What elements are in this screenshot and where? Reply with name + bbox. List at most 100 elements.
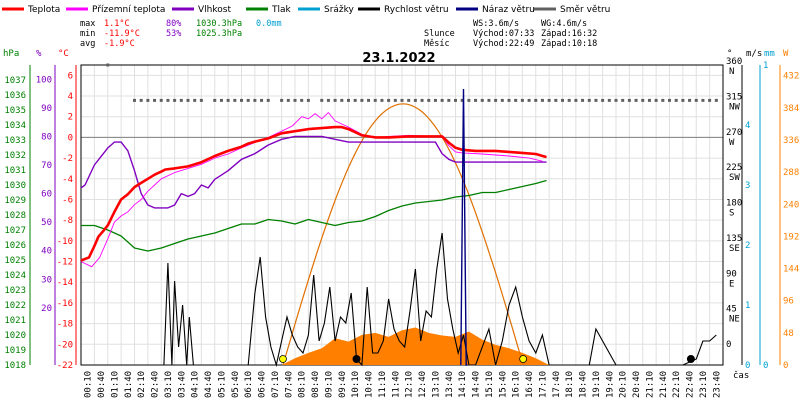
- wind-direction-point: [300, 98, 304, 102]
- series-wind-speed: [81, 232, 717, 368]
- temperature-tick-label: 6: [68, 71, 73, 81]
- x-tick-label: 15:40: [498, 371, 508, 398]
- humidity-tick-label: 30: [41, 275, 52, 285]
- x-tick-label: 14:40: [472, 371, 482, 398]
- stat-sunrise: Východ:07:33: [473, 29, 534, 39]
- unit-ms: m/s: [746, 49, 762, 59]
- solar-tick-label: 336: [783, 136, 799, 146]
- direction-tick-label: 180: [726, 199, 742, 209]
- wind-direction-point: [701, 98, 705, 102]
- wind-direction-point: [433, 98, 437, 102]
- wind-direction-point: [534, 98, 538, 102]
- solar-tick-label: 384: [783, 104, 799, 114]
- wind-direction-point: [447, 98, 451, 102]
- x-tick-label: 01:40: [124, 371, 134, 398]
- series-wind-gust: [460, 88, 468, 366]
- wind-direction-point: [708, 98, 712, 102]
- wind-direction-point: [219, 98, 223, 102]
- unit-time: čas: [733, 370, 749, 381]
- direction-compass-label: W: [729, 138, 735, 148]
- temperature-tick-label: -10: [57, 237, 73, 247]
- x-tick-label: 21:40: [659, 371, 669, 398]
- series-tlak: [81, 179, 547, 252]
- wind-direction-point: [233, 98, 237, 102]
- wind-direction-point: [507, 98, 511, 102]
- unit-w: W: [783, 49, 789, 59]
- x-tick-label: 14:10: [458, 371, 468, 398]
- wind-direction-point: [253, 98, 257, 102]
- x-tick-label: 11:40: [391, 371, 401, 398]
- wind-tick-label: 2: [745, 241, 750, 251]
- x-tick-label: 12:40: [418, 371, 428, 398]
- x-axis: 00:10 00:40 01:10 01:40 02:10 02:40 03:10 03:40…: [84, 371, 723, 398]
- x-tick-label: 13:10: [431, 371, 441, 398]
- wind-direction-point: [581, 98, 585, 102]
- pressure-tick-label: 1034: [4, 121, 26, 131]
- temperature-tick-label: -2: [62, 154, 73, 164]
- x-tick-label: 05:40: [231, 371, 241, 398]
- x-tick-label: 18:40: [579, 371, 589, 398]
- stat-min-hum: 53%: [166, 29, 181, 39]
- wind-direction-point: [246, 98, 250, 102]
- legend-label: Rychlost větru: [384, 5, 449, 15]
- x-tick-label: 13:40: [445, 371, 455, 398]
- stat-moonset: Západ:10:18: [541, 39, 597, 49]
- wind-direction-point: [601, 98, 605, 102]
- humidity-tick-label: 20: [41, 304, 52, 314]
- precip-tick-label: 0: [763, 361, 768, 371]
- wind-direction-point: [139, 98, 143, 102]
- legend-label: Teplota: [27, 5, 60, 15]
- pressure-tick-label: 1037: [4, 76, 26, 86]
- wind-direction-point: [500, 98, 504, 102]
- wind-direction-point: [387, 98, 391, 102]
- solar-tick-label: 48: [783, 329, 794, 339]
- stat-max-hum: 80%: [166, 19, 181, 29]
- direction-compass-label: SW: [729, 173, 740, 183]
- pressure-tick-label: 1024: [4, 271, 26, 281]
- wind-direction-point: [286, 98, 290, 102]
- humidity-tick-label: 70: [41, 161, 52, 171]
- wind-direction-point: [393, 98, 397, 102]
- wind-direction-point: [179, 98, 183, 102]
- stat-sun-label: Slunce: [424, 29, 455, 39]
- direction-compass-label: NE: [729, 315, 740, 325]
- stat-ws: WS:3.6m/s: [473, 19, 519, 29]
- temperature-tick-label: 2: [68, 113, 73, 123]
- wind-direction-point: [360, 98, 364, 102]
- temperature-tick-label: -18: [57, 320, 73, 330]
- solar-tick-label: 192: [783, 232, 799, 242]
- humidity-tick-label: 90: [41, 104, 52, 114]
- legend-label: Tlak: [271, 5, 292, 15]
- wind-direction-point: [326, 98, 330, 102]
- x-tick-label: 22:10: [672, 371, 682, 398]
- stat-max-press: 1030.3hPa: [196, 19, 242, 29]
- x-tick-label: 23:10: [699, 371, 709, 398]
- stat-wg: WG:4.6m/s: [541, 19, 587, 29]
- temperature-tick-label: -8: [62, 216, 73, 226]
- pressure-tick-label: 1033: [4, 136, 26, 146]
- x-tick-label: 16:10: [512, 371, 522, 398]
- x-tick-label: 07:10: [271, 371, 281, 398]
- temperature-tick-label: -22: [57, 361, 73, 371]
- pressure-tick-label: 1020: [4, 331, 26, 341]
- wind-direction-point: [527, 98, 531, 102]
- direction-tick-label: 90: [726, 269, 737, 279]
- legend-label: Směr větru: [560, 5, 610, 15]
- wind-direction-point: [634, 98, 638, 102]
- direction-tick-label: 360: [726, 57, 742, 67]
- wind-direction-point: [561, 98, 564, 102]
- wind-direction-point: [661, 98, 665, 102]
- wind-direction-point: [306, 98, 310, 102]
- x-tick-label: 08:40: [311, 371, 321, 398]
- axis-units: hPa % °C ° m/s mm W čas: [3, 49, 789, 381]
- stat-avg-temp: -1.9°C: [104, 39, 135, 49]
- stat-avg-label: avg: [80, 39, 95, 49]
- temperature-tick-label: -12: [57, 258, 73, 268]
- wind-direction-point: [574, 98, 578, 102]
- x-tick-label: 02:10: [137, 371, 147, 398]
- direction-compass-label: NW: [729, 102, 740, 112]
- x-tick-label: 02:40: [151, 371, 161, 398]
- wind-direction-point: [647, 98, 651, 102]
- wind-direction-point: [487, 98, 491, 102]
- wind-direction-point: [266, 98, 270, 102]
